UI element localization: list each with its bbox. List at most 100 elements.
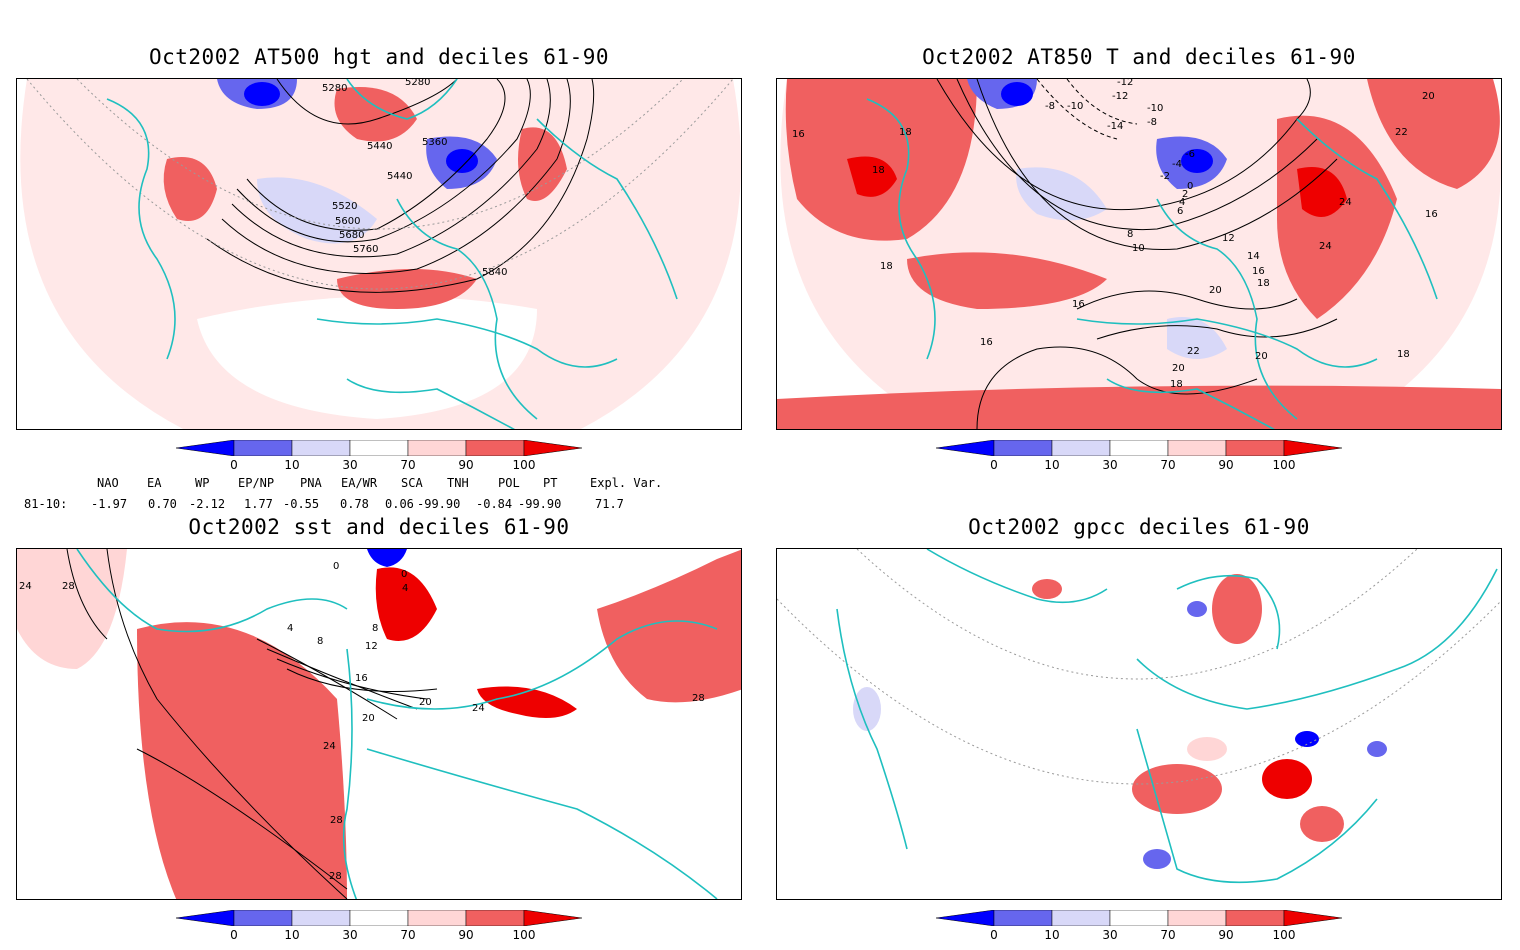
contour-labels: 24 28 0 0 4 4 8 8 12 16 20 20 24 24 28 2…	[19, 561, 705, 882]
contour-label: 20	[1422, 91, 1435, 102]
contour-label: 24	[323, 741, 336, 752]
contour-label: 24	[1339, 197, 1352, 208]
colorbar-tick-label: 30	[342, 928, 358, 942]
colorbar-tick-label: 90	[458, 458, 474, 472]
colorbar-tick-label: 10	[284, 458, 300, 472]
anomaly-low	[1016, 167, 1107, 221]
anomaly-high-core	[375, 567, 437, 641]
colorbar-swatch	[1225, 909, 1285, 927]
colorbar-swatch	[993, 439, 1053, 457]
anomaly-high-core	[1297, 167, 1347, 217]
contour-label: 8	[1127, 229, 1133, 240]
colorbar-tick-label: 100	[1272, 928, 1296, 942]
anomaly-high	[334, 87, 417, 142]
contour-label: 16	[1425, 209, 1438, 220]
anomaly-dry	[1187, 601, 1207, 617]
colorbar-swatch	[993, 909, 1053, 927]
contour-label: -8	[1045, 101, 1055, 112]
index-value: 0.70	[148, 497, 177, 511]
contour-label: 22	[1395, 127, 1408, 138]
index-header: POL	[498, 476, 520, 490]
contour-label: -2	[1160, 171, 1170, 182]
contour-label: 20	[419, 697, 432, 708]
anomaly-dry	[1143, 849, 1171, 869]
index-value: -1.97	[91, 497, 128, 511]
contour-label: -14	[1107, 121, 1123, 132]
precip-anomalies	[853, 574, 1387, 869]
contour-label: 16	[355, 673, 368, 684]
colorbar-tick-label: 0	[990, 928, 998, 942]
anomaly-low	[1167, 317, 1227, 359]
contour-label: 5440	[387, 171, 412, 182]
colorbar-tick-label: 100	[512, 928, 536, 942]
anomaly-high	[163, 157, 217, 221]
colorbar-tick-label: 70	[400, 458, 416, 472]
index-value: 0.78	[340, 497, 369, 511]
coastlines	[106, 79, 678, 429]
colorbar-swatch	[349, 439, 409, 457]
colorbar-tick-label: 90	[458, 928, 474, 942]
anomaly-high-core	[477, 686, 577, 718]
contour-label: 0	[401, 569, 407, 580]
contour-label: 18	[899, 127, 912, 138]
colorbar-swatch	[233, 909, 293, 927]
contour-label: -12	[1112, 91, 1128, 102]
colorbar-tick-label: 0	[990, 458, 998, 472]
anomaly-high	[337, 269, 477, 309]
contour-label: 10	[1132, 243, 1145, 254]
contour-label: 18	[1257, 278, 1270, 289]
colorbar-swatches	[175, 909, 583, 927]
index-value: -99.90	[518, 497, 562, 511]
colorbar-swatch	[407, 909, 467, 927]
contour-label: 0	[1187, 181, 1193, 192]
colorbar-tick-label: 70	[1160, 928, 1176, 942]
map-background	[777, 549, 1501, 899]
contour-label: 4	[402, 583, 408, 594]
anomaly-low-core	[446, 149, 478, 173]
colorbar-swatch	[935, 909, 995, 927]
index-header: PT	[543, 476, 558, 490]
contour-label: 5760	[353, 244, 378, 255]
contour-label: 24	[472, 703, 485, 714]
colorbar-tick-label: 90	[1218, 458, 1234, 472]
anomaly-low-core	[1001, 82, 1033, 106]
contour-label: -12	[1117, 79, 1133, 88]
contour-label: 28	[329, 871, 342, 882]
colorbar-sst: 0 10 30 70 90 100	[175, 909, 586, 950]
colorbar-gpcc: 0 10 30 70 90 100	[935, 909, 1346, 950]
colorbar-hgt500: 0 10 30 70 90 100	[175, 439, 586, 480]
anomaly-high	[518, 127, 567, 201]
anomaly-low-core	[244, 82, 280, 106]
colorbar-tick-label: 30	[1102, 458, 1118, 472]
contour-label: 4	[1179, 197, 1185, 208]
contour-label: 5440	[367, 141, 392, 152]
contour-label: 5840	[482, 267, 507, 278]
colorbar-tick-label: 0	[230, 458, 238, 472]
contour-label: 20	[1172, 363, 1185, 374]
contour-label: 16	[1072, 299, 1085, 310]
coastlines	[76, 549, 718, 899]
colorbar-swatch	[1167, 439, 1227, 457]
colorbar-swatch	[175, 439, 235, 457]
colorbar-swatch	[1051, 439, 1111, 457]
contour-label: 5280	[405, 79, 430, 88]
colorbar-swatch	[1283, 439, 1343, 457]
contour-label: 28	[62, 581, 75, 592]
anomaly-dry	[853, 687, 881, 731]
colorbar-swatch	[1109, 439, 1169, 457]
anomaly-neutral	[197, 296, 537, 419]
index-value: -99.90	[417, 497, 461, 511]
colorbar-swatch	[1283, 909, 1343, 927]
anomaly-high-ocean	[137, 622, 347, 899]
colorbar-swatch	[523, 909, 583, 927]
contour-label: 5520	[332, 201, 357, 212]
contour-label: 8	[372, 623, 378, 634]
anomaly-high	[777, 385, 1501, 429]
anomaly-wet	[1032, 579, 1062, 599]
anomaly-wet	[1300, 806, 1344, 842]
contour-label: 20	[1209, 285, 1222, 296]
colorbar-swatch	[233, 439, 293, 457]
contour-label: 16	[792, 129, 805, 140]
colorbar-swatches	[935, 909, 1343, 927]
anomaly-low-core	[1181, 149, 1213, 173]
